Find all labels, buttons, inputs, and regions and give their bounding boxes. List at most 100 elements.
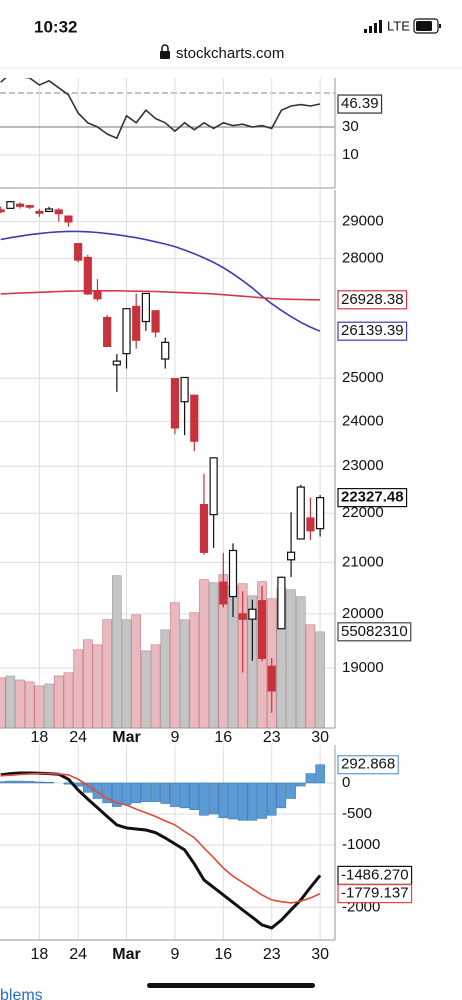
plot-area [0, 190, 335, 728]
x-tick-label: 30 [311, 729, 329, 746]
y-tick-label: 24000 [342, 412, 384, 429]
candle-body [35, 210, 44, 214]
volume-bar [189, 612, 200, 728]
label-box [337, 321, 408, 341]
candle-body [161, 341, 170, 360]
line-series [0, 78, 321, 140]
histogram-bar [228, 782, 238, 820]
volume-bar [286, 589, 296, 728]
y-tick-label: 21000 [342, 553, 384, 570]
volume-bar [160, 629, 171, 728]
x-tick-label: 24 [69, 946, 87, 963]
candle-body [54, 209, 63, 215]
candle-body [209, 457, 218, 516]
address-bar[interactable]: stockcharts.com [160, 44, 284, 62]
volume-bar [53, 675, 64, 728]
candle-body [180, 376, 189, 403]
volume-bar [121, 619, 132, 728]
last-value-label: 55082310 [337, 622, 412, 642]
histogram-bar [121, 782, 132, 806]
volume-bar [83, 639, 93, 728]
label-text: -1779.137 [341, 885, 409, 902]
battery-tip [439, 24, 441, 28]
histogram-bar [102, 782, 112, 804]
x-tick-label: 23 [263, 946, 281, 963]
candle-body [93, 290, 102, 300]
candle-body [74, 243, 83, 261]
histogram-bar [0, 781, 6, 784]
histogram-bar [295, 782, 306, 787]
label-box [337, 94, 383, 114]
line-series [0, 230, 321, 332]
histogram-bar [83, 782, 93, 793]
histogram-bar [315, 764, 325, 784]
signal-bar [364, 29, 367, 33]
histogram-bar [131, 782, 141, 804]
x-tick-label: 24 [69, 729, 87, 746]
candle-body [64, 215, 73, 223]
url[interactable]: stockcharts.com [176, 45, 284, 62]
line-series [0, 772, 321, 904]
battery-level [416, 21, 432, 31]
histogram-bar [150, 782, 161, 802]
signal-bar [374, 23, 377, 33]
volume-bar [92, 644, 103, 728]
label-text: 22327.48 [341, 489, 404, 506]
candle-body [103, 316, 112, 347]
y-tick-label: 0 [342, 774, 350, 791]
line-series [0, 290, 321, 301]
candle-body [306, 517, 315, 532]
histogram-bar [199, 782, 209, 816]
volume-bar [150, 644, 161, 728]
candle-body [83, 256, 92, 295]
label-box [337, 622, 412, 642]
plot-area [0, 78, 335, 188]
label-box [337, 290, 408, 310]
x-tick-label: Mar [112, 946, 140, 963]
y-tick-label: 30 [342, 118, 359, 135]
histogram-bar [305, 773, 316, 784]
volume-bar [170, 602, 180, 728]
label-box [337, 488, 408, 508]
candle-body [228, 549, 238, 598]
label-text: 26139.39 [341, 322, 404, 339]
histogram-bar [266, 782, 277, 816]
last-value-label: 26139.39 [337, 321, 408, 341]
label-text: 55082310 [341, 623, 408, 640]
signal-bar [379, 20, 382, 33]
status-bar: 10:32 LTE [34, 17, 441, 36]
candle-body [15, 203, 25, 207]
lock-shackle [161, 44, 169, 51]
plot-area [0, 745, 335, 940]
link-text[interactable]: blems [0, 987, 43, 1000]
volume-bar [305, 624, 316, 728]
label-text: 26928.38 [341, 291, 404, 308]
candle-body [316, 497, 325, 530]
histogram-bar [44, 782, 54, 784]
signal-bar [369, 26, 372, 33]
histogram-bar [160, 782, 171, 804]
volume-bar [131, 614, 141, 728]
x-tick-label: 18 [31, 946, 49, 963]
candle-body [296, 486, 305, 540]
candle-body [219, 581, 228, 605]
x-tick-label: 18 [31, 729, 49, 746]
histogram-bar [247, 782, 258, 821]
label-text: -1486.270 [341, 866, 409, 883]
histogram-bar [286, 782, 296, 799]
y-tick-label: -500 [342, 805, 372, 822]
last-value-label: -1779.137 [337, 884, 413, 904]
label-text: 46.39 [341, 95, 379, 112]
y-tick-label: 10 [342, 146, 359, 163]
histogram-bar [218, 782, 229, 819]
candle-body [122, 308, 131, 355]
volume-bar [199, 579, 209, 728]
label-text: 292.868 [341, 756, 395, 773]
candle-body [132, 305, 141, 341]
histogram-bar [5, 780, 16, 784]
histogram-bar [24, 781, 35, 784]
label-box [337, 884, 413, 904]
x-tick-label: 16 [214, 729, 232, 746]
volume-bar [102, 619, 112, 728]
